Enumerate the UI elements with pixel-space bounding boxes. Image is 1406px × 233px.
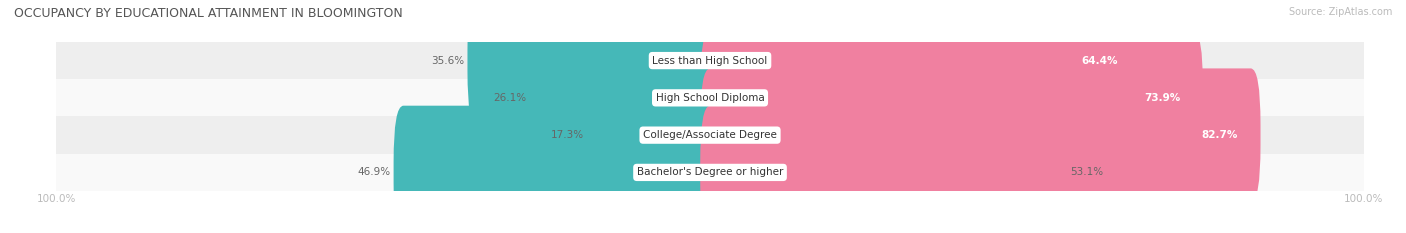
FancyBboxPatch shape: [530, 31, 720, 164]
Text: 64.4%: 64.4%: [1081, 56, 1118, 65]
Bar: [56, 154, 1364, 191]
Text: Bachelor's Degree or higher: Bachelor's Degree or higher: [637, 168, 783, 177]
FancyBboxPatch shape: [394, 106, 720, 233]
FancyBboxPatch shape: [467, 0, 720, 127]
Text: College/Associate Degree: College/Associate Degree: [643, 130, 778, 140]
FancyBboxPatch shape: [700, 69, 1261, 202]
Bar: [56, 42, 1364, 79]
Bar: [56, 116, 1364, 154]
FancyBboxPatch shape: [588, 69, 720, 202]
FancyBboxPatch shape: [700, 0, 1140, 127]
FancyBboxPatch shape: [700, 106, 1067, 233]
Text: OCCUPANCY BY EDUCATIONAL ATTAINMENT IN BLOOMINGTON: OCCUPANCY BY EDUCATIONAL ATTAINMENT IN B…: [14, 7, 402, 20]
FancyBboxPatch shape: [700, 31, 1204, 164]
FancyBboxPatch shape: [56, 50, 1364, 71]
Text: 82.7%: 82.7%: [1201, 130, 1237, 140]
Text: 17.3%: 17.3%: [551, 130, 583, 140]
Bar: [56, 79, 1364, 116]
FancyBboxPatch shape: [56, 124, 1364, 146]
Text: 46.9%: 46.9%: [357, 168, 391, 177]
Text: 35.6%: 35.6%: [432, 56, 464, 65]
FancyBboxPatch shape: [56, 87, 1364, 109]
Text: High School Diploma: High School Diploma: [655, 93, 765, 103]
Text: Source: ZipAtlas.com: Source: ZipAtlas.com: [1288, 7, 1392, 17]
Text: Less than High School: Less than High School: [652, 56, 768, 65]
Text: 53.1%: 53.1%: [1070, 168, 1104, 177]
Text: 26.1%: 26.1%: [494, 93, 526, 103]
Text: 73.9%: 73.9%: [1144, 93, 1180, 103]
FancyBboxPatch shape: [56, 162, 1364, 183]
